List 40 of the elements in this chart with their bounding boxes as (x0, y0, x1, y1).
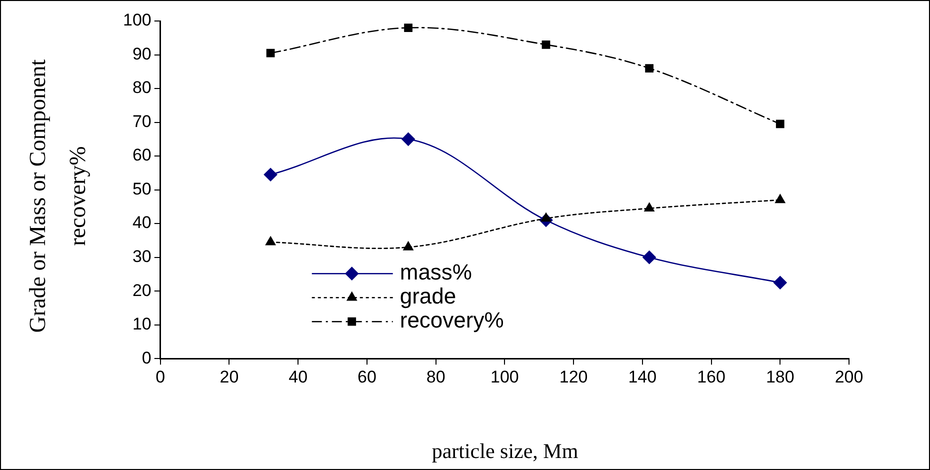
x-tick-label: 80 (426, 367, 446, 386)
y-tick-label: 100 (122, 10, 152, 30)
y-tick-label: 40 (132, 213, 152, 232)
x-axis-title: particle size, Mm (430, 439, 580, 464)
x-tick-label: 40 (288, 367, 308, 386)
point (266, 236, 276, 246)
y-axis-title: Grade or Mass or Component recovery% (24, 58, 91, 335)
x-tick-label: 100 (490, 367, 519, 386)
y-tick-label: 80 (132, 78, 152, 98)
y-tick-label: 20 (132, 280, 152, 300)
y-tick-label: 60 (132, 146, 152, 165)
point (776, 120, 784, 128)
point (403, 242, 414, 250)
x-tick-label: 20 (220, 367, 239, 386)
x-tick-label: 60 (357, 367, 376, 386)
point (542, 40, 550, 49)
point (264, 168, 278, 182)
x-tick-label: 0 (156, 367, 166, 386)
point (266, 48, 275, 58)
x-tick-label: 180 (766, 367, 794, 386)
y-tick-label: 30 (132, 247, 152, 266)
point (644, 202, 654, 212)
y-tick-label: 50 (132, 179, 152, 198)
x-tick-label: 200 (834, 367, 864, 386)
y-tick-label: 10 (132, 314, 152, 334)
point (645, 64, 654, 72)
point (402, 132, 415, 146)
legend-label: mass% (400, 260, 472, 285)
point (404, 24, 412, 32)
y-tick-label: 0 (142, 348, 152, 368)
y-tick-label: 70 (132, 112, 152, 131)
point (775, 194, 786, 204)
x-tick-label: 160 (697, 367, 726, 386)
x-tick-label: 120 (559, 367, 588, 386)
legend-label: grade (400, 284, 456, 309)
y-tick-label: 90 (132, 44, 152, 64)
x-tick-label: 140 (628, 367, 657, 386)
point (773, 276, 787, 290)
point (642, 250, 656, 264)
legend-label: recovery% (400, 308, 504, 333)
